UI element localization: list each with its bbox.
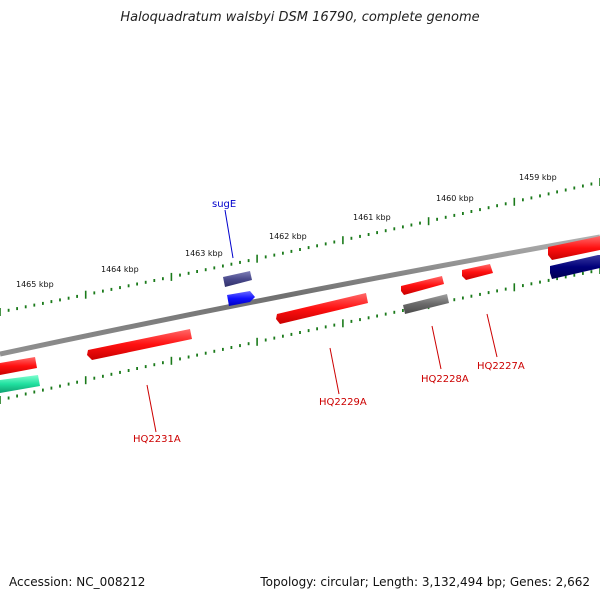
gene-sugE[interactable] [223,271,252,287]
tick-label-1461: 1461 kbp [353,213,391,222]
accession-text: Accession: NC_008212 [9,575,146,589]
topology-text: Topology: circular; Length: 3,132,494 bp… [260,575,590,589]
gene-hq2228a-gray[interactable] [403,294,449,314]
map-title: Haloquadratum walsbyi DSM 16790, complet… [120,10,480,25]
gene-hq2229a[interactable] [276,293,368,324]
gene-top-right-navy[interactable] [550,255,600,279]
gene-hq2227a[interactable] [462,264,493,280]
tick-label-1465: 1465 kbp [16,280,54,289]
outer-scale-ring [0,178,600,316]
hq2228a-leader-line [431,325,442,370]
tick-label-1462: 1462 kbp [269,232,307,241]
gene-left-teal[interactable] [0,375,40,393]
gene-label-hq2227a[interactable]: HQ2227A [477,361,525,372]
gene-blue-small[interactable] [227,291,255,306]
gene-left-red[interactable] [0,357,37,375]
gene-label-hq2228a[interactable]: HQ2228A [421,374,469,385]
genome-backbone [0,234,600,357]
tick-label-1464: 1464 kbp [101,265,139,274]
tick-label-1459: 1459 kbp [519,173,557,182]
tick-label-1460: 1460 kbp [436,194,474,203]
hq2227a-leader-line [486,313,498,358]
gene-hq2228a[interactable] [401,276,444,295]
tick-label-1463: 1463 kbp [185,249,223,258]
gene-label-hq2229a[interactable]: HQ2229A [319,397,367,408]
sugE-leader-line [224,209,234,259]
gene-hq2231a[interactable] [87,329,192,360]
hq2229a-leader-line [329,347,340,395]
gene-label-hq2231a[interactable]: HQ2231A [133,434,181,445]
gene-top-right-red[interactable] [548,236,600,260]
gene-label-sugE[interactable]: sugE [212,199,236,210]
hq2231a-leader-line [146,384,157,433]
